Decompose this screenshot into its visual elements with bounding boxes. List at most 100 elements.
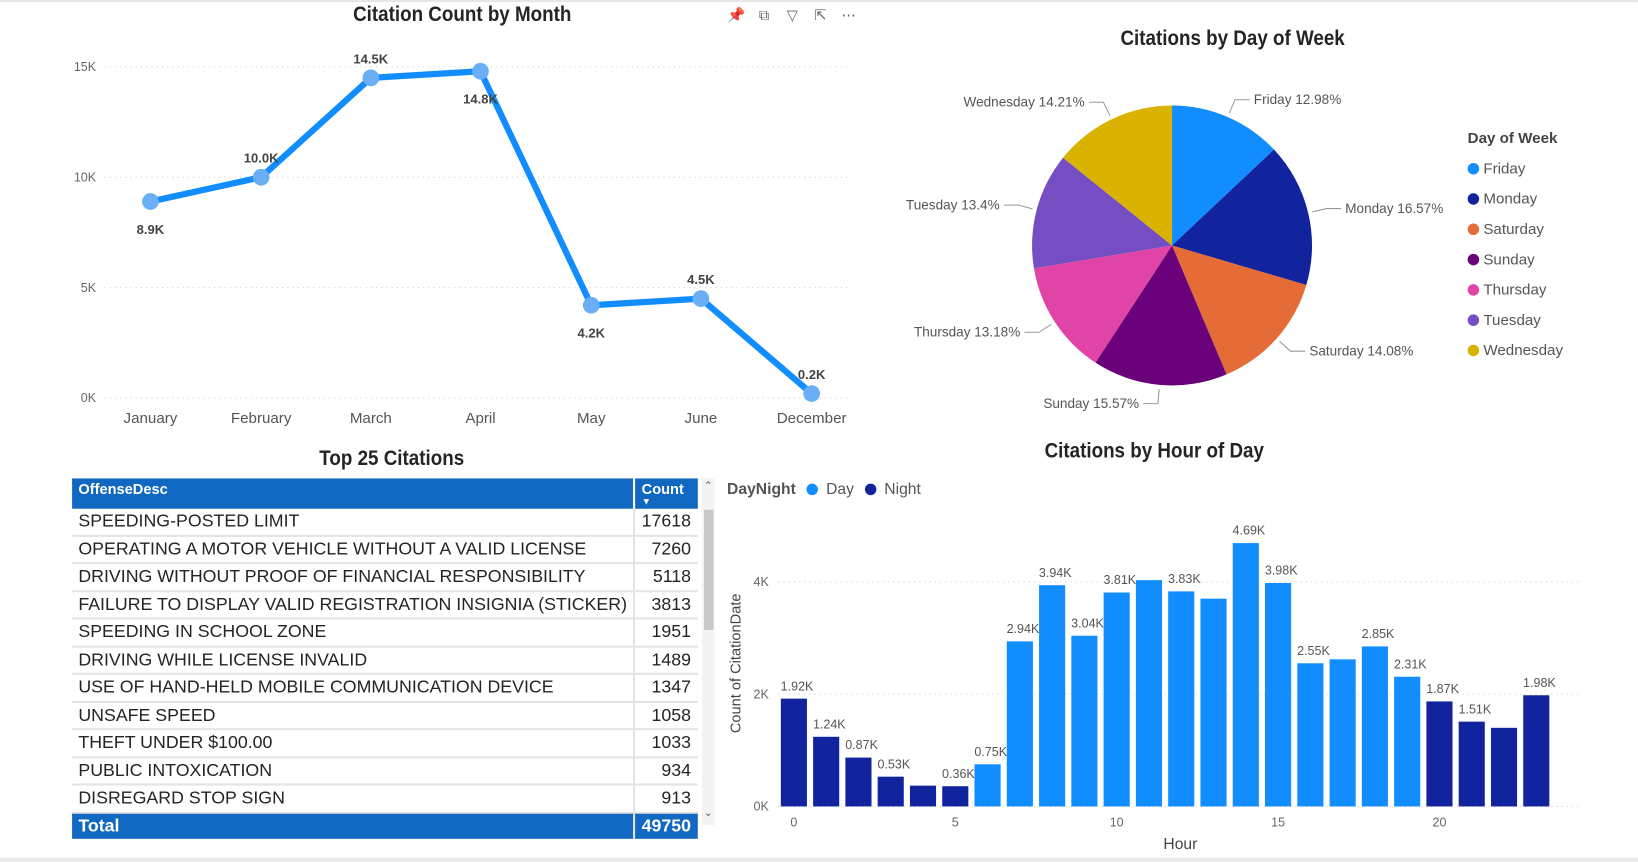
scrollbar-thumb[interactable] xyxy=(704,509,714,630)
bar-hour-6 xyxy=(974,764,1001,807)
bar-hour-0 xyxy=(780,698,807,807)
table-row[interactable]: DISREGARD STOP SIGN 913 xyxy=(72,784,698,814)
data-label: 14.8K xyxy=(463,92,498,107)
bar-hour-16 xyxy=(1297,663,1324,807)
pie-chart-title: Citations by Day of Week xyxy=(1120,27,1345,51)
x-axis-title: Hour xyxy=(1163,836,1197,853)
bar-hour-4 xyxy=(909,785,937,807)
table-row[interactable]: SPEEDING-POSTED LIMIT 17618 xyxy=(72,508,698,537)
legend-item-tuesday[interactable]: Tuesday xyxy=(1467,305,1563,335)
bar-data-label: 3.98K xyxy=(1265,564,1298,578)
legend-item-saturday[interactable]: Saturday xyxy=(1467,214,1563,244)
offense-desc-cell: UNSAFE SPEED xyxy=(72,701,635,731)
bar-hour-20 xyxy=(1426,701,1453,807)
filter-icon[interactable]: ▽ xyxy=(786,6,798,23)
x-tick-label: February xyxy=(231,410,292,427)
bar-hour-19 xyxy=(1394,676,1421,807)
bar-hour-22 xyxy=(1490,727,1518,807)
column-header-offense[interactable]: OffenseDesc xyxy=(72,478,636,509)
legend-title: Day of Week xyxy=(1467,130,1558,148)
data-label: 8.9K xyxy=(137,222,165,237)
bar-hour-14 xyxy=(1232,543,1259,807)
table-row[interactable]: DRIVING WHILE LICENSE INVALID 1489 xyxy=(72,646,698,675)
pie-slice-saturday xyxy=(1172,245,1307,375)
table-scrollbar[interactable]: ⌃ ⌄ xyxy=(701,478,715,826)
y-tick-label: 0K xyxy=(754,800,770,814)
legend-label: Thursday xyxy=(1483,281,1547,299)
bar-hour-3 xyxy=(877,776,904,807)
count-cell: 1951 xyxy=(633,618,698,648)
column-header-count[interactable]: Count ▼ xyxy=(634,478,698,509)
data-point xyxy=(582,296,600,314)
bar-data-label: 1.87K xyxy=(1426,682,1459,696)
pie-data-label: Monday 16.57% xyxy=(1345,201,1443,216)
bar-hour-15 xyxy=(1265,582,1292,807)
pie-slice-thursday xyxy=(1033,245,1173,363)
scroll-up-icon[interactable]: ⌃ xyxy=(703,480,713,493)
leader-line xyxy=(1024,323,1052,333)
table-row[interactable]: FAILURE TO DISPLAY VALID REGISTRATION IN… xyxy=(72,590,698,620)
leader-line xyxy=(1003,204,1033,210)
pie-slice-wednesday xyxy=(1063,105,1173,246)
table-row[interactable]: OPERATING A MOTOR VEHICLE WITHOUT A VALI… xyxy=(72,535,698,565)
count-cell: 913 xyxy=(633,784,698,814)
count-cell: 1058 xyxy=(633,701,698,731)
bar-hour-9 xyxy=(1071,635,1098,807)
y-tick-label: 4K xyxy=(754,575,770,589)
legend-dot xyxy=(1467,314,1480,326)
top-citations-table: OffenseDesc Count ▼ SPEEDING-POSTED LIMIT… xyxy=(72,478,698,839)
offense-desc-cell: THEFT UNDER $100.00 xyxy=(72,729,635,758)
table-row[interactable]: USE OF HAND-HELD MOBILE COMMUNICATION DE… xyxy=(72,673,698,703)
table-row[interactable]: SPEEDING IN SCHOOL ZONE 1951 xyxy=(72,618,698,648)
bar-data-label: 1.24K xyxy=(813,717,846,731)
data-label: 10.0K xyxy=(244,151,279,166)
scroll-down-icon[interactable]: ⌄ xyxy=(703,807,713,819)
table-row[interactable]: THEFT UNDER $100.00 1033 xyxy=(72,729,698,758)
legend-day-label[interactable]: Day xyxy=(826,480,854,499)
focus-mode-icon[interactable]: ⇱ xyxy=(814,6,827,23)
legend-dot xyxy=(1467,223,1480,236)
offense-desc-cell: SPEEDING IN SCHOOL ZONE xyxy=(72,618,635,648)
more-options-icon[interactable]: ⋯ xyxy=(841,6,857,23)
pin-icon[interactable]: 📌 xyxy=(727,6,746,23)
table-row[interactable]: DRIVING WITHOUT PROOF OF FINANCIAL RESPO… xyxy=(72,563,698,592)
bar-data-label: 0.75K xyxy=(974,745,1007,759)
x-tick-label: 15 xyxy=(1271,815,1285,829)
legend-item-monday[interactable]: Monday xyxy=(1467,184,1563,214)
x-tick-label: May xyxy=(577,410,606,427)
legend-label: Wednesday xyxy=(1483,342,1564,359)
legend-item-sunday[interactable]: Sunday xyxy=(1467,244,1563,274)
data-label: 0.2K xyxy=(798,367,826,382)
y-axis-title: Count of CitationDate xyxy=(729,593,745,733)
data-label: 4.5K xyxy=(687,272,715,287)
data-point xyxy=(142,193,159,210)
table-row[interactable]: PUBLIC INTOXICATION 934 xyxy=(72,756,698,786)
legend-label: Monday xyxy=(1483,190,1538,208)
legend-item-friday[interactable]: Friday xyxy=(1467,154,1563,184)
legend-label: Tuesday xyxy=(1483,311,1541,329)
line-chart: 0K 5K 10K 15K 8.9K January 10.0K February 14.5K M… xyxy=(74,51,852,427)
pie-data-label: Saturday 14.08% xyxy=(1309,343,1413,358)
bar-data-label: 3.81K xyxy=(1103,573,1136,587)
x-tick-label: 0 xyxy=(790,815,797,829)
copy-icon[interactable]: ⧉ xyxy=(758,6,770,23)
total-value: 49750 xyxy=(633,812,698,839)
legend-night-label[interactable]: Night xyxy=(884,480,921,499)
bar-chart-title: Citations by Hour of Day xyxy=(1044,439,1264,463)
legend-item-thursday[interactable]: Thursday xyxy=(1467,275,1563,305)
legend-dot xyxy=(1467,162,1480,175)
data-point xyxy=(252,168,270,186)
pie-data-label: Friday 12.98% xyxy=(1254,92,1341,107)
sort-desc-icon: ▼ xyxy=(641,496,651,507)
bottom-border xyxy=(0,857,1638,862)
offense-desc-cell: OPERATING A MOTOR VEHICLE WITHOUT A VALI… xyxy=(72,535,635,565)
y-tick-label: 15K xyxy=(74,60,97,74)
offense-desc-cell: PUBLIC INTOXICATION xyxy=(72,756,635,786)
bar-hour-13 xyxy=(1200,598,1227,807)
bar-data-label: 1.92K xyxy=(781,679,814,693)
legend-item-wednesday[interactable]: Wednesday xyxy=(1467,335,1564,365)
total-label: Total xyxy=(72,812,635,839)
table-row[interactable]: UNSAFE SPEED 1058 xyxy=(72,701,698,731)
bar-hour-8 xyxy=(1039,585,1066,807)
